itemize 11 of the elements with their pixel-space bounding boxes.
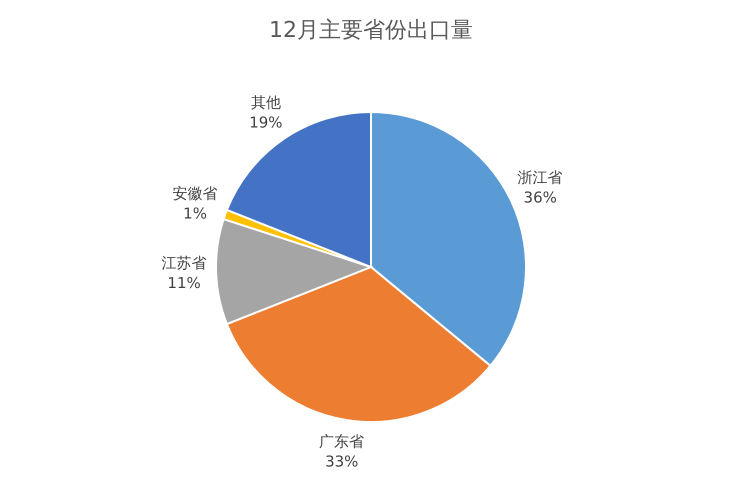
slice-label: 广东省 [319, 432, 364, 451]
data-label: 33% [325, 452, 358, 471]
data-label: 19% [249, 113, 283, 132]
slice-label: 其他 [250, 93, 281, 112]
data-label: 11% [167, 274, 201, 292]
slice-label: 江苏省 [162, 254, 207, 272]
chart-title: 12月主要省份出口量 [269, 18, 473, 43]
slice-label: 安徽省 [172, 184, 218, 203]
data-label: 36% [524, 188, 557, 206]
slice-label: 浙江省 [518, 168, 563, 186]
data-label: 1% [183, 204, 207, 223]
